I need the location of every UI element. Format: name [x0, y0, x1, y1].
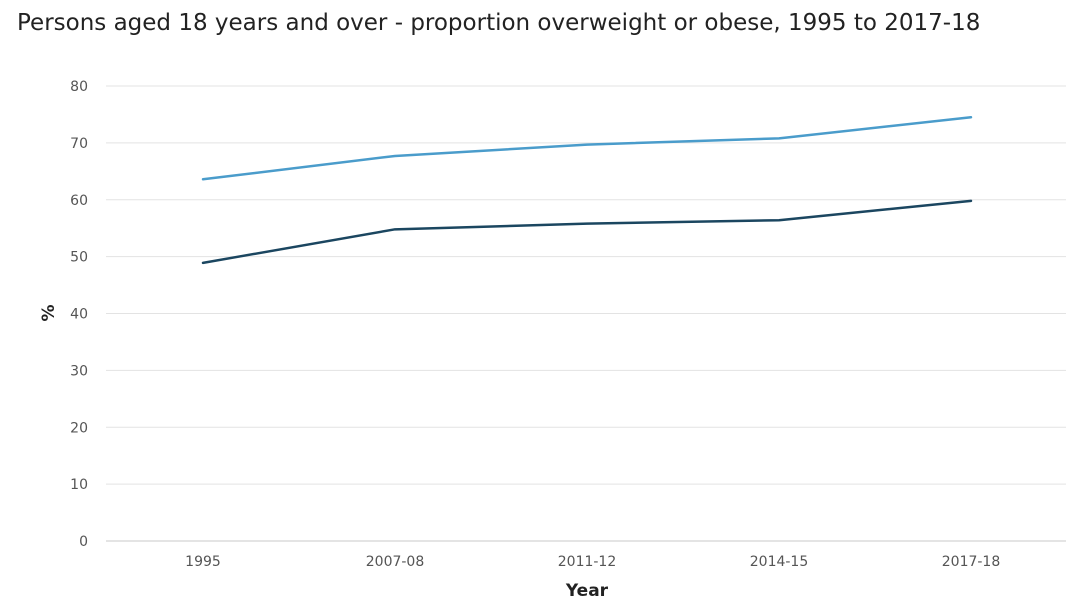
y-tick-label: 70	[70, 136, 88, 152]
series-line-2	[201, 199, 973, 265]
series-line-1	[201, 116, 973, 181]
y-tick-label: 30	[70, 363, 88, 379]
y-tick-label: 60	[70, 193, 88, 209]
series-lines	[201, 116, 973, 265]
x-axis-ticks: 1995 2007-08 2011-12 2014-15 2017-18	[185, 554, 1000, 570]
x-axis-title: Year	[565, 581, 609, 601]
y-axis-title: %	[39, 304, 59, 321]
x-tick-label: 2007-08	[366, 554, 425, 570]
x-tick-label: 1995	[185, 554, 221, 570]
y-tick-label: 10	[70, 477, 88, 493]
grid-lines	[106, 85, 1066, 542]
x-tick-label: 2014-15	[750, 554, 809, 570]
y-tick-label: 0	[79, 534, 88, 550]
y-tick-label: 40	[70, 307, 88, 323]
y-axis-ticks: 0 10 20 30 40 50 60 70 80	[70, 79, 88, 550]
y-tick-label: 50	[70, 250, 88, 266]
chart-title: Persons aged 18 years and over - proport…	[17, 10, 981, 36]
y-tick-label: 20	[70, 420, 88, 436]
x-tick-label: 2017-18	[942, 554, 1001, 570]
y-tick-label: 80	[70, 79, 88, 95]
x-tick-label: 2011-12	[558, 554, 617, 570]
